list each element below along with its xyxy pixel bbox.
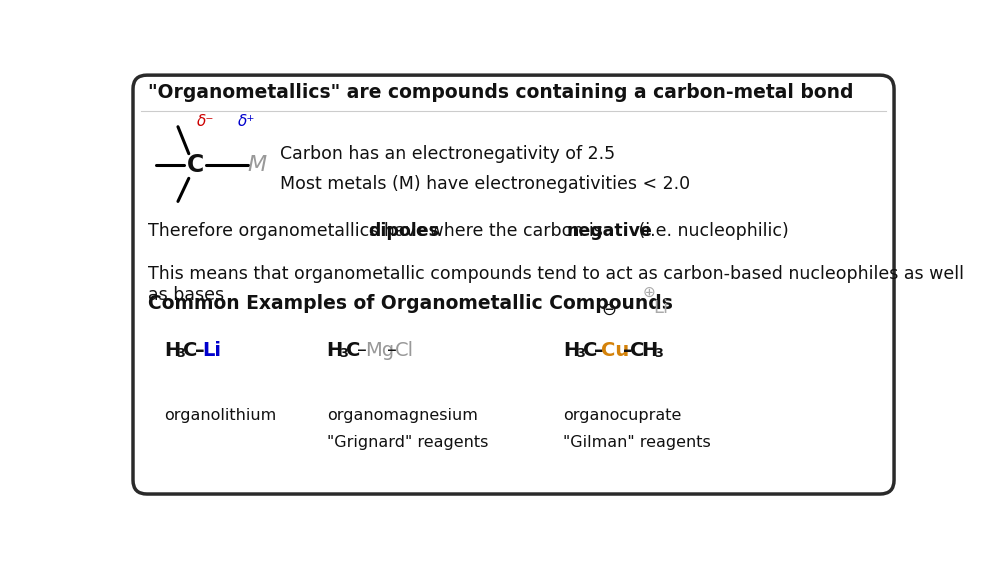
Text: H: H (563, 341, 579, 360)
Text: 3: 3 (654, 347, 663, 360)
Text: M: M (247, 155, 267, 175)
Text: (i.e. nucleophilic): (i.e. nucleophilic) (633, 221, 789, 239)
Text: Mg: Mg (365, 341, 394, 360)
Text: H: H (327, 341, 343, 360)
Text: "Organometallics" are compounds containing a carbon-metal bond: "Organometallics" are compounds containi… (148, 83, 854, 102)
Text: 3: 3 (576, 347, 584, 360)
Text: negative: negative (566, 221, 652, 239)
Text: Cl: Cl (395, 341, 414, 360)
Text: organolithium: organolithium (164, 408, 277, 423)
Text: where the carbon is: where the carbon is (424, 221, 608, 239)
Text: δ⁻: δ⁻ (196, 114, 213, 129)
Text: C: C (186, 153, 203, 177)
Text: Li: Li (202, 341, 221, 360)
Text: C: C (346, 341, 361, 360)
Text: "Grignard" reagents: "Grignard" reagents (327, 435, 488, 450)
Text: 3: 3 (176, 347, 185, 360)
Text: –: – (623, 341, 632, 360)
Text: organomagnesium: organomagnesium (327, 408, 478, 423)
Text: –: – (388, 341, 398, 360)
Text: H: H (164, 341, 180, 360)
Text: H: H (641, 341, 658, 360)
Text: Cu: Cu (601, 341, 629, 360)
Text: organocuprate: organocuprate (563, 408, 681, 423)
FancyBboxPatch shape (133, 75, 894, 494)
Text: Li: Li (653, 298, 668, 316)
Text: This means that organometallic compounds tend to act as carbon-based nucleophile: This means that organometallic compounds… (148, 265, 965, 304)
Text: ⊕: ⊕ (642, 285, 655, 300)
Text: ⊖: ⊖ (601, 301, 616, 319)
Text: Therefore organometallics have: Therefore organometallics have (148, 221, 433, 239)
Text: Carbon has an electronegativity of 2.5: Carbon has an electronegativity of 2.5 (281, 144, 615, 162)
Text: C: C (183, 341, 197, 360)
Text: Most metals (M) have electronegativities < 2.0: Most metals (M) have electronegativities… (281, 175, 690, 193)
Text: –: – (358, 341, 367, 360)
Text: "Gilman" reagents: "Gilman" reagents (563, 435, 710, 450)
Text: δ⁺: δ⁺ (237, 114, 255, 129)
Text: –: – (194, 341, 204, 360)
Text: –: – (593, 341, 603, 360)
Text: C: C (582, 341, 597, 360)
Text: 3: 3 (340, 347, 348, 360)
Text: Common Examples of Organometallic Compounds: Common Examples of Organometallic Compou… (148, 294, 673, 314)
Text: C: C (630, 341, 645, 360)
Text: dipoles: dipoles (369, 221, 440, 239)
